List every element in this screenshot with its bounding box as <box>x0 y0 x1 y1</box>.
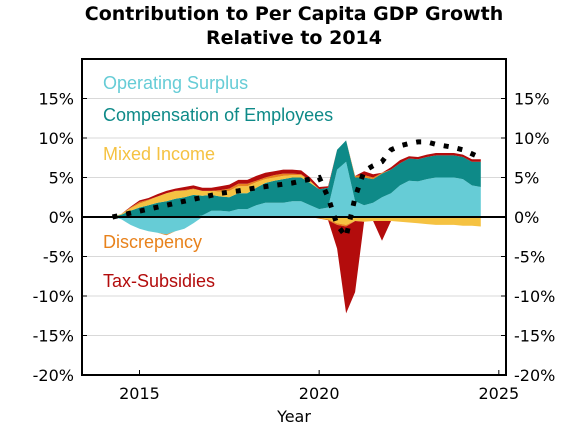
area-compensation-of-employees-positive <box>112 140 481 217</box>
x-axis-title: Year <box>276 407 311 426</box>
y-axis-left: -20% -15% -10% -5% 0% 5% 10% 15% <box>33 90 87 385</box>
area-operating-surplus-negative <box>112 217 481 235</box>
y-tick-label-right: -10% <box>514 287 555 306</box>
series-label-operating-surplus: Operating Surplus <box>103 73 248 93</box>
series-label-compensation-of-employees: Compensation of Employees <box>103 105 333 125</box>
y-tick-label-right: -20% <box>514 366 555 385</box>
y-tick-label-left: -15% <box>33 327 74 346</box>
y-tick-label-left: 5% <box>49 169 74 188</box>
y-tick-label-right: -15% <box>514 327 555 346</box>
series-label-discrepency: Discrepency <box>103 232 202 252</box>
y-tick-label-right: 5% <box>514 169 539 188</box>
y-tick-label-left: 0% <box>49 208 74 227</box>
chart-title: Contribution to Per Capita GDP Growth Re… <box>85 3 503 49</box>
y-tick-label-left: -5% <box>43 248 74 267</box>
y-tick-label-right: 0% <box>514 208 539 227</box>
x-tick-label: 2025 <box>478 384 519 403</box>
series-labels: Operating Surplus Compensation of Employe… <box>103 73 333 291</box>
series-label-tax-subsidies: Tax-Subsidies <box>103 271 215 291</box>
y-tick-label-right: 10% <box>514 129 550 148</box>
y-tick-label-left: 10% <box>38 129 74 148</box>
series-label-mixed-income: Mixed Income <box>103 144 215 164</box>
stacked-areas <box>112 140 481 314</box>
y-tick-label-right: -5% <box>514 248 545 267</box>
y-tick-label-left: -20% <box>33 366 74 385</box>
x-axis: 2015 2020 2025 <box>119 370 519 403</box>
y-tick-label-left: -10% <box>33 287 74 306</box>
area-operating-surplus-positive <box>112 161 481 217</box>
x-tick-label: 2020 <box>299 384 340 403</box>
y-tick-label-right: 15% <box>514 90 550 109</box>
y-axis-right: -20% -15% -10% -5% 0% 5% 10% 15% <box>501 90 555 385</box>
chart-title-line-2: Relative to 2014 <box>206 27 382 49</box>
area-mixed-income-negative <box>112 217 481 235</box>
y-tick-label-left: 15% <box>38 90 74 109</box>
chart-title-line-1: Contribution to Per Capita GDP Growth <box>85 3 503 25</box>
x-tick-label: 2015 <box>119 384 160 403</box>
